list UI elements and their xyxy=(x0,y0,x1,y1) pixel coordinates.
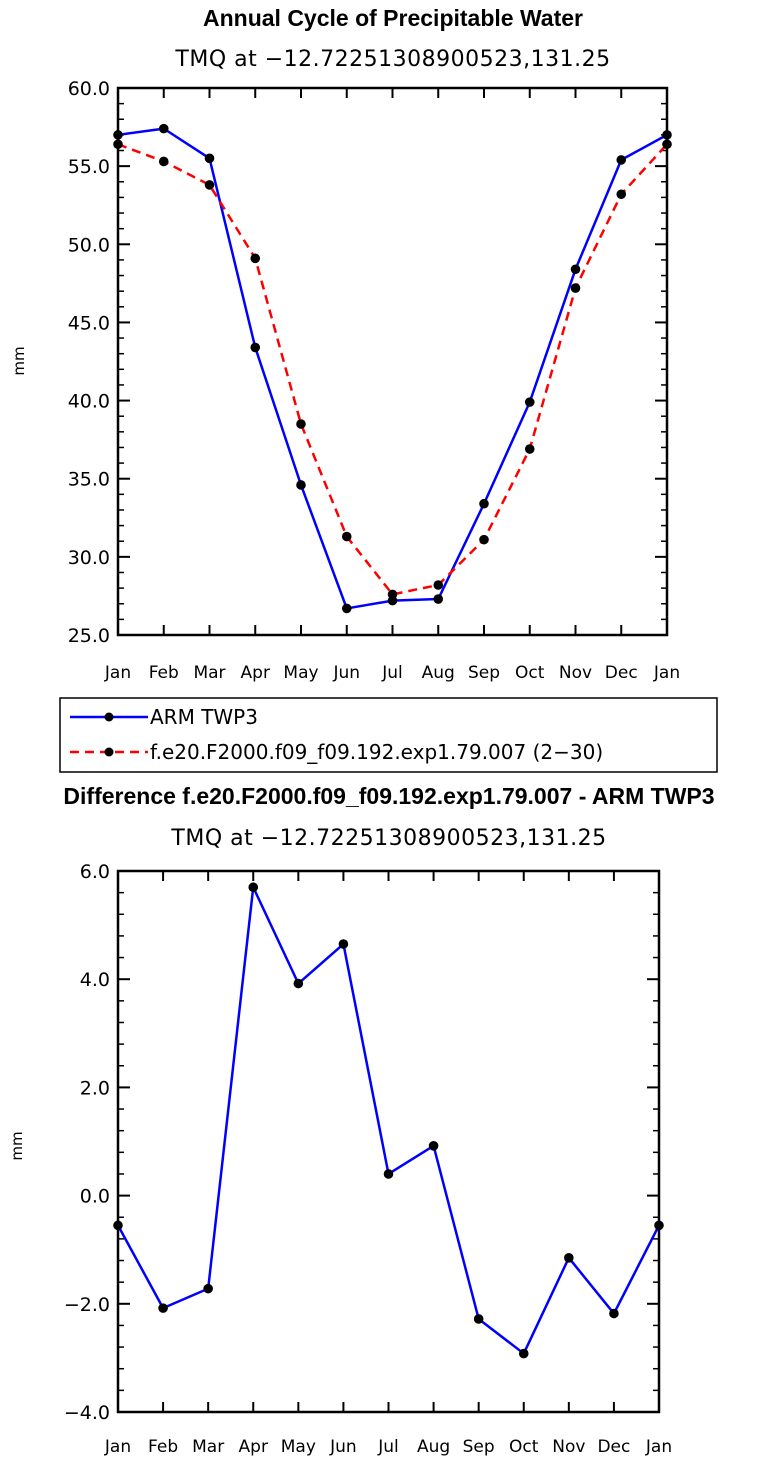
chart-1-legend: ARM TWP3 f.e20.F2000.f09_f09.192.exp1.79… xyxy=(59,697,718,773)
chart-2-title: Difference f.e20.F2000.f09_f09.192.exp1.… xyxy=(63,783,714,809)
chart-1-series-2-point xyxy=(433,580,444,590)
chart-2-series-1-point xyxy=(158,1303,168,1313)
chart-1-ytick-label: 50.0 xyxy=(68,234,110,256)
chart-1-series-line-1 xyxy=(117,127,668,610)
chart-2-plot-frame xyxy=(116,869,661,1414)
chart-1-xtick-label: Jan xyxy=(104,663,131,683)
chart-1-series-2-point xyxy=(204,180,215,190)
chart-1-xtick-label: Jul xyxy=(381,663,403,683)
chart-1-series-1-point xyxy=(524,397,535,407)
chart-1-title: Annual Cycle of Precipitable Water xyxy=(203,5,583,31)
chart-2-series-1-point xyxy=(338,939,349,949)
chart-1-ytick-label: 25.0 xyxy=(68,625,110,647)
chart-2-xtick-label: Jan xyxy=(104,1437,131,1457)
chart-2-xtick-label: Aug xyxy=(417,1437,450,1457)
chart-2-series-1-point xyxy=(383,1169,394,1179)
chart-1-series-1-point xyxy=(250,342,261,353)
chart-2-xtick-label: Jun xyxy=(329,1437,357,1457)
chart-2-xtick-label: Apr xyxy=(239,1437,268,1457)
chart-1-xtick-label: Jun xyxy=(332,663,360,683)
chart-1-xtick-label: Dec xyxy=(605,663,638,683)
chart-2-series-1-point xyxy=(203,1283,213,1294)
chart-1-xtick-label: Sep xyxy=(468,663,500,683)
chart-2-xtick-label: Mar xyxy=(192,1437,224,1457)
chart-2-xtick-label: Oct xyxy=(509,1437,539,1457)
chart-2-series-1-point xyxy=(564,1253,574,1263)
chart-2-xtick-label: Feb xyxy=(148,1437,178,1457)
chart-2-series-1-point xyxy=(428,1141,439,1151)
chart-2-series-1-point xyxy=(609,1308,619,1319)
chart-1-series-1-point xyxy=(296,480,306,490)
legend-box xyxy=(59,697,718,773)
chart-1-series-2-point xyxy=(341,531,352,542)
chart-1-ytick-label: 40.0 xyxy=(68,391,110,413)
chart-1-series-1-point xyxy=(158,123,169,134)
chart-1-series-2-point xyxy=(296,419,306,429)
chart-1-series-2-point xyxy=(616,189,627,200)
chart-2-xtick-label: May xyxy=(281,1437,316,1457)
chart-1-subtitle: TMQ at −12.72251308900523,131.25 xyxy=(174,47,610,72)
chart-2-xtick-label: Dec xyxy=(597,1437,630,1457)
chart-1-xtick-label: Mar xyxy=(193,663,225,683)
chart-1-ytick-label: 45.0 xyxy=(68,312,110,334)
chart-1-series-2-point xyxy=(524,444,535,454)
chart-1-xtick-label: Jan xyxy=(653,663,680,683)
chart-2-ytick-label: 4.0 xyxy=(80,969,110,991)
chart-1-series-2-point xyxy=(158,156,169,167)
legend-label-model: f.e20.F2000.f09_f09.192.exp1.79.007 (2−3… xyxy=(150,740,603,764)
chart-1-ylabel: mm xyxy=(10,346,28,375)
chart-1-xtick-label: May xyxy=(283,663,318,683)
chart-1-series-2-point xyxy=(479,534,489,545)
chart-1-series-1-point xyxy=(570,264,581,275)
chart-1-series-1-point xyxy=(433,594,444,604)
chart-1-xtick-label: Apr xyxy=(241,663,270,683)
chart-2-ytick-label: −2.0 xyxy=(64,1294,110,1316)
chart-1-xtick-label: Nov xyxy=(559,663,592,683)
chart-2-xtick-label: Nov xyxy=(552,1437,585,1457)
chart-1-xtick-label: Feb xyxy=(149,663,179,683)
chart-2-series-line-1 xyxy=(116,885,661,1355)
chart-2-series-1-point xyxy=(293,978,304,989)
chart-1-series-2-point xyxy=(250,253,261,264)
chart-2-xtick-label: Jul xyxy=(377,1437,399,1457)
chart-2-series-1-point xyxy=(473,1314,484,1324)
chart-2-series-1-point xyxy=(518,1348,529,1359)
chart-2-xtick-label: Jan xyxy=(645,1437,672,1457)
chart-1-xtick-label: Aug xyxy=(422,663,455,683)
chart-2-ytick-label: 2.0 xyxy=(80,1077,110,1099)
chart-1-series-1-point xyxy=(204,153,215,164)
legend-marker-model xyxy=(104,747,114,757)
chart-1-series-1-point xyxy=(341,603,352,614)
chart-1-series-2-point xyxy=(387,589,398,600)
annual-cycle-panel: Annual Cycle of Precipitable Water TMQ a… xyxy=(10,5,680,683)
chart-1-xtick-label: Oct xyxy=(515,663,545,683)
chart-1-series-1-point xyxy=(479,498,489,509)
chart-2-ytick-label: 0.0 xyxy=(80,1186,110,1208)
chart-1-ytick-label: 35.0 xyxy=(68,469,110,491)
chart-2-ylabel: mm xyxy=(8,1131,26,1160)
chart-1-series-1-point xyxy=(616,155,627,165)
chart-2-xtick-label: Sep xyxy=(463,1437,495,1457)
chart-2-ytick-label: −4.0 xyxy=(64,1402,110,1424)
legend-marker-obs xyxy=(104,712,114,722)
chart-2-subtitle: TMQ at −12.72251308900523,131.25 xyxy=(170,826,606,851)
chart-1-series-line-2 xyxy=(117,143,668,596)
chart-2-ytick-label: 6.0 xyxy=(80,861,110,883)
difference-panel: Difference f.e20.F2000.f09_f09.192.exp1.… xyxy=(8,783,715,1457)
chart-1-ytick-label: 55.0 xyxy=(68,156,110,178)
legend-label-obs: ARM TWP3 xyxy=(150,705,258,729)
chart-1-plot-frame xyxy=(116,86,669,637)
chart-1-series-2-point xyxy=(570,283,581,293)
chart-2-series-1-point xyxy=(248,882,259,893)
chart-1-ytick-label: 30.0 xyxy=(68,547,110,569)
chart-1-ytick-label: 60.0 xyxy=(68,78,110,100)
